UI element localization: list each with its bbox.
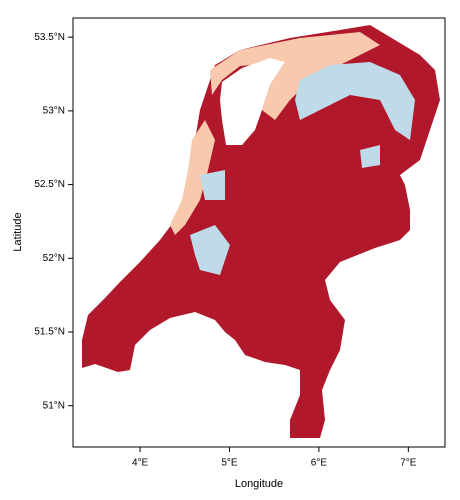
- x-tick-label: 4°E: [132, 458, 149, 469]
- y-tick-label: 51.5°N: [34, 327, 65, 338]
- land-region: [82, 25, 440, 438]
- peach-region: [170, 120, 215, 235]
- y-tick-label: 53°N: [43, 106, 65, 117]
- map-layer: [82, 25, 440, 438]
- blue-region: [200, 170, 225, 200]
- blue-region: [360, 145, 380, 168]
- y-tick-label: 51°N: [43, 400, 65, 411]
- blue-region: [190, 225, 230, 275]
- x-tick-label: 5°E: [221, 458, 238, 469]
- blue-region: [295, 62, 415, 140]
- y-tick-label: 52.5°N: [34, 179, 65, 190]
- y-tick-label: 52°N: [43, 253, 65, 264]
- plot-frame: [72, 17, 446, 448]
- water-region: [220, 58, 285, 145]
- x-axis-title: Longitude: [235, 478, 283, 490]
- x-tick-label: 6°E: [311, 458, 328, 469]
- x-tick-label: 7°E: [400, 458, 417, 469]
- y-axis-title: Latitude: [12, 212, 24, 251]
- peach-region: [210, 32, 380, 120]
- y-tick-label: 53.5°N: [34, 32, 65, 43]
